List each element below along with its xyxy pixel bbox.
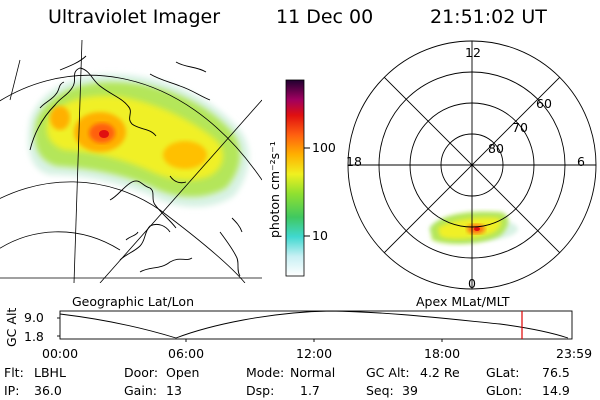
flt-value: LBHL <box>34 365 66 380</box>
gain-value: 13 <box>166 383 182 398</box>
glat-value: 76.5 <box>542 365 570 380</box>
colorbar-label: photon cm⁻²s⁻¹ <box>267 141 282 238</box>
lat-lon-grid <box>0 40 262 283</box>
altitude-tick-low: 1.8 <box>24 329 44 344</box>
mlat-label-80: 80 <box>488 141 504 156</box>
aurora-emission-geo <box>28 74 250 208</box>
seq-value: 39 <box>402 383 418 398</box>
time-tick-2359: 23:59 <box>556 346 593 361</box>
mlt-label-0: 0 <box>468 276 476 291</box>
time-tick-1800: 18:00 <box>424 346 461 361</box>
altitude-tick-high: 9.0 <box>24 310 44 325</box>
seq-label: Seq: <box>366 383 394 398</box>
time-tick-0600: 06:00 <box>168 346 205 361</box>
glon-value: 14.9 <box>542 383 570 398</box>
mlt-label-6: 6 <box>577 154 585 169</box>
mlt-label-12: 12 <box>465 45 481 60</box>
door-label: Door: <box>124 365 159 380</box>
gcalt-value: 4.2 Re <box>420 365 460 380</box>
geographic-map-panel <box>0 40 262 283</box>
mlat-label-60: 60 <box>536 96 552 111</box>
gcalt-label: GC Alt: <box>366 365 410 380</box>
geographic-caption: Geographic Lat/Lon <box>72 294 194 309</box>
date-label: 11 Dec 00 <box>276 6 374 28</box>
colorbar-tick-100: 100 <box>312 140 336 155</box>
colorbar-tick-10: 10 <box>312 228 328 243</box>
glon-label: GLon: <box>486 383 523 398</box>
instrument-title: Ultraviolet Imager <box>48 6 221 28</box>
mode-label: Mode: <box>246 365 285 380</box>
time-label: 21:51:02 UT <box>430 6 547 28</box>
mlt-label-18: 18 <box>346 154 362 169</box>
polar-caption: Apex MLat/MLT <box>416 294 510 309</box>
time-tick-1200: 12:00 <box>296 346 333 361</box>
time-tick-0000: 00:00 <box>42 346 79 361</box>
gain-label: Gain: <box>124 383 157 398</box>
ip-label: IP: <box>4 383 20 398</box>
mode-value: Normal <box>290 365 336 380</box>
glat-label: GLat: <box>486 365 520 380</box>
ip-value: 36.0 <box>34 383 62 398</box>
mlat-label-70: 70 <box>512 120 528 135</box>
door-value: Open <box>166 365 200 380</box>
altitude-strip <box>57 310 573 342</box>
colorbar <box>285 79 305 277</box>
altitude-ylabel: GC Alt <box>4 307 19 347</box>
polar-mlat-mlt-panel <box>347 40 597 290</box>
dsp-value: 1.7 <box>300 383 320 398</box>
dsp-label: Dsp: <box>246 383 275 398</box>
flt-label: Flt: <box>4 365 24 380</box>
